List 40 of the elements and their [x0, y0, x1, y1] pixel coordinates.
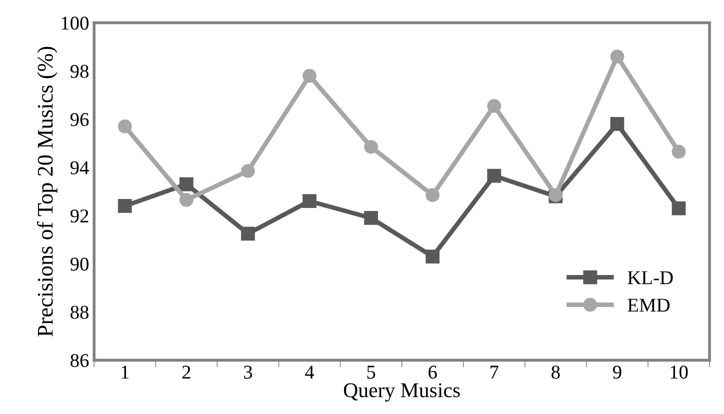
x-tick-label: 6 — [428, 366, 437, 379]
point — [118, 198, 132, 213]
point — [426, 250, 440, 264]
point — [241, 164, 255, 178]
point — [364, 211, 378, 225]
point — [672, 144, 686, 159]
point — [241, 226, 255, 241]
y-tick-label: 96 — [70, 113, 89, 126]
point — [302, 68, 316, 83]
y-tick-label: 92 — [70, 209, 88, 223]
y-tick-label: 100 — [62, 16, 89, 30]
point — [179, 177, 194, 192]
x-tick-label: 10 — [670, 366, 688, 379]
x-axis-title: Query Musics — [344, 383, 460, 402]
point — [118, 119, 132, 134]
y-tick-label: 90 — [70, 258, 89, 271]
point — [302, 194, 316, 208]
legend-label: KL-D — [628, 271, 673, 284]
x-tick-label: 5 — [367, 366, 376, 379]
x-tick-label: 1 — [122, 366, 129, 379]
x-tick-label: 7 — [490, 366, 498, 379]
y-tick-label: 88 — [70, 306, 89, 319]
y-axis-title: Precisions of Top 20 Musics (%) — [36, 46, 58, 336]
point — [610, 117, 624, 131]
point — [487, 98, 502, 113]
y-tick-label: 98 — [70, 64, 89, 78]
x-tick-label: 3 — [244, 366, 252, 379]
point — [179, 192, 194, 207]
y-tick-label: 94 — [70, 161, 89, 174]
x-tick-label: 8 — [552, 366, 560, 379]
x-tick-label: 4 — [305, 366, 314, 379]
point — [610, 50, 624, 64]
legend-label: EMD — [628, 298, 670, 312]
x-tick-label: 2 — [182, 366, 190, 379]
point — [426, 188, 440, 202]
point — [364, 140, 378, 154]
x-tick-label: 9 — [612, 366, 622, 379]
point — [487, 168, 502, 183]
point — [672, 201, 686, 216]
y-tick-label: 86 — [70, 354, 89, 368]
